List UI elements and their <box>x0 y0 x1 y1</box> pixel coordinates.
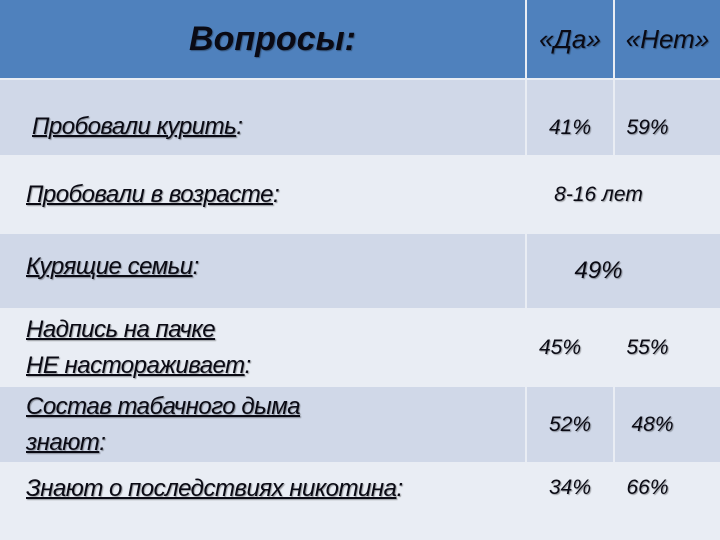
yes-value: 45% <box>527 310 613 385</box>
row-question: Курящие семьи: <box>0 234 525 308</box>
question-text: Знают о последствиях никотина <box>26 475 397 502</box>
yes-value: 34% <box>527 464 613 540</box>
header-yes: «Да» <box>527 0 613 78</box>
question-text: Пробовали в возрасте <box>26 180 274 208</box>
colon: : <box>396 475 403 502</box>
colon: : <box>192 253 200 280</box>
question-text: знают <box>26 428 100 456</box>
header-question: Вопросы: <box>0 0 525 78</box>
colon: : <box>244 351 252 379</box>
no-value: 59% <box>615 80 720 155</box>
question-text: Пробовали курить <box>32 112 237 140</box>
merged-value: 49% <box>527 234 720 308</box>
row-question: Состав табачного дыма знают: <box>0 387 525 462</box>
yes-value: 41% <box>527 80 613 155</box>
colon: : <box>236 112 243 140</box>
row-question: Пробовали курить: <box>0 80 525 155</box>
header-no: «Нет» <box>615 0 720 78</box>
colon: : <box>99 428 106 456</box>
no-value: 55% <box>615 310 720 385</box>
question-text: НЕ настораживает <box>26 351 245 379</box>
colon: : <box>273 180 280 208</box>
row-question: Знают о последствиях никотина: <box>0 464 525 540</box>
question-text: Состав табачного дыма <box>26 392 301 420</box>
no-value: 48% <box>615 387 720 462</box>
question-text: Курящие семьи <box>26 253 193 280</box>
no-value: 66% <box>615 464 720 540</box>
header-question-label: Вопросы: <box>189 19 356 58</box>
yes-value: 52% <box>527 387 613 462</box>
row-question: Надпись на пачке НЕ настораживает: <box>0 310 525 385</box>
merged-value: 8-16 лет <box>527 157 720 232</box>
question-text: Надпись на пачке <box>26 315 216 343</box>
row-question: Пробовали в возрасте: <box>0 157 525 232</box>
